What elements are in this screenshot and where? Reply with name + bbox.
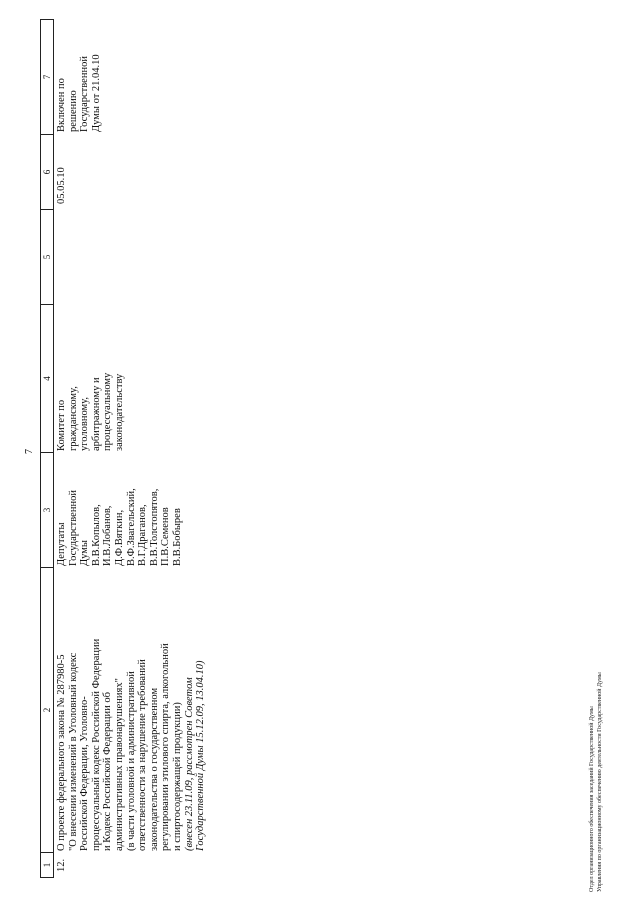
committee-line: Комитет по [56,399,67,451]
note-cell: Включен по решению Государственной Думы от … [56,54,102,132]
header-cell: 3 [41,452,53,567]
header-cell: 2 [41,567,53,852]
footer: Отдел организационного обеспечения засед… [588,672,604,892]
committee-line: процессуальному [102,372,114,451]
note-line: Государственной [79,56,91,132]
bill-line: (в части уголовной и административной [125,671,137,851]
note-line: решению [67,90,79,132]
author-line: Депутаты [56,522,67,566]
footer-line: Управления по организационному обеспечен… [597,672,603,892]
header-cell: 5 [41,209,53,304]
header-cell: 6 [41,134,53,209]
row-number: 12. [56,858,67,872]
footer-line: Отдел организационного обеспечения засед… [589,706,595,892]
author-line: В.Ф.Звагельский, [125,488,137,566]
author-line: Д.Ф.Вяткин, [113,509,125,566]
committee-line: гражданскому, [67,386,79,451]
bill-line: процессуальный кодекс Российской Федерац… [90,638,102,851]
author-line: В.В.Толстопятов, [148,488,160,566]
bill-line: и спиртосодержащей продукции) [171,702,183,851]
bill-cell: О проекте федерального закона № 287980-5… [56,639,207,851]
committee-line: уголовному, [79,397,91,451]
author-line: Думы [79,540,91,566]
bill-line: административных правонарушениях" [113,678,125,851]
page-number: 7 [24,449,35,454]
author-line: И.В.Лобанов, [102,505,114,566]
bill-line: "О внесении изменений в Уголовный кодекс [67,652,79,851]
author-line: В.В.Копылов, [90,504,102,566]
bill-line: регулировании этилового спирта, алкоголь… [160,643,172,851]
header-cell: 7 [41,19,53,134]
author-line: Государственной [67,490,79,566]
header-cell: 4 [41,304,53,452]
bill-line: законодательства о государственном [148,687,160,851]
bill-line: О проекте федерального закона № 287980-5 [56,654,67,851]
committee-line: арбитражному и [90,377,102,451]
note-line: Включен по [56,78,67,132]
author-line: В.Г.Драганов, [137,504,149,566]
author-line: В.В.Бобырев [171,508,183,566]
bill-status-line: (внесен 23.11.09, рассмотрен Советом [183,677,195,851]
bill-line: и Кодекс Российской Федерации об [102,692,114,851]
bill-line: ответственности за нарушение требований [137,659,149,851]
header-cell: 1 [41,852,53,877]
author-line: П.В.Семенов [160,507,172,566]
bill-status-line: Государственной Думы 15.12.09, 13.04.10) [195,660,207,851]
bill-line: Российской Федерации, Уголовно- [79,696,91,851]
committee-cell: Комитет по гражданскому, уголовному, арбитр… [56,373,126,451]
authors-cell: Депутаты Государственной Думы В.В.Копылов, И… [56,488,184,566]
note-line: Думы от 21.04.10 [90,54,102,132]
committee-line: законодательству [113,373,125,451]
date-cell: 05.05.10 [56,167,67,204]
